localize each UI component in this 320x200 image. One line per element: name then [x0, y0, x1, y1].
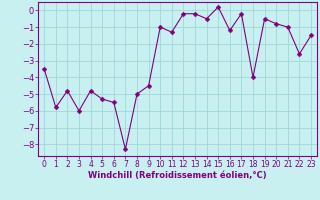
X-axis label: Windchill (Refroidissement éolien,°C): Windchill (Refroidissement éolien,°C) — [88, 171, 267, 180]
